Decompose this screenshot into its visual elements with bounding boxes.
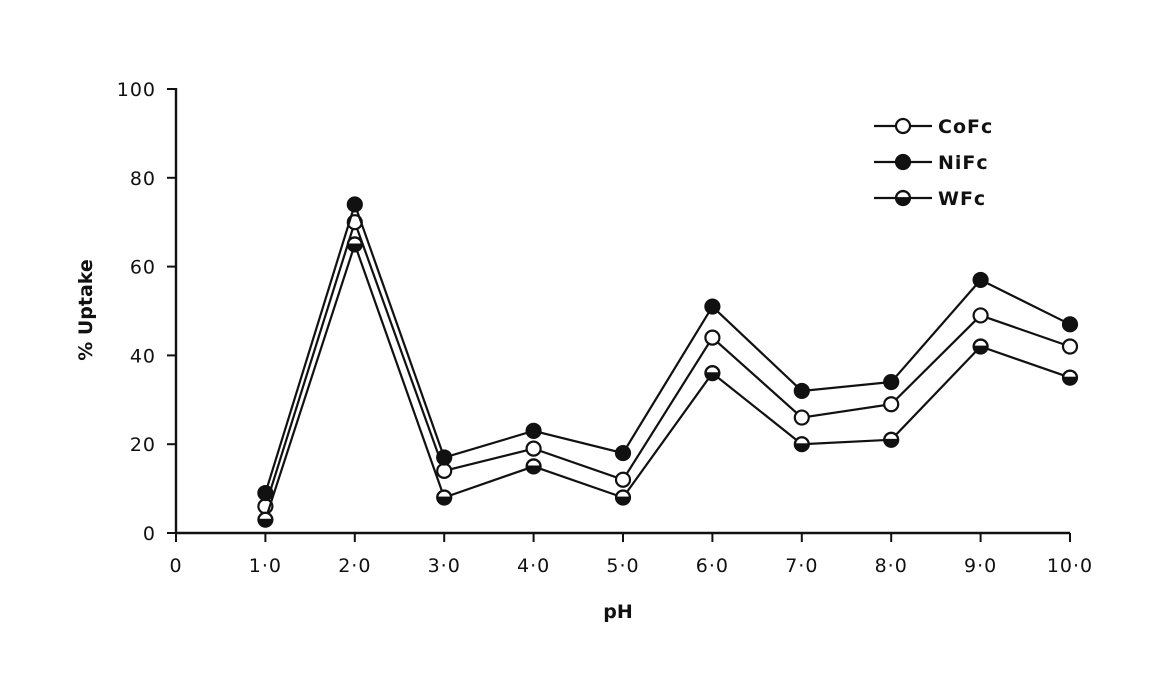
y-tick-label: 20 bbox=[130, 434, 156, 456]
legend-marker-cofc bbox=[894, 117, 912, 135]
series-wfc bbox=[257, 236, 1079, 528]
y-tick-label: 0 bbox=[143, 523, 156, 545]
legend-label-nifc: NiFc bbox=[938, 152, 989, 174]
data-point-nifc bbox=[883, 373, 900, 391]
data-point-cofc bbox=[793, 409, 810, 426]
data-point-nifc bbox=[793, 382, 810, 400]
data-point-wfc bbox=[704, 365, 721, 382]
data-point-nifc bbox=[257, 484, 274, 502]
y-tick-label: 40 bbox=[130, 345, 156, 367]
axes bbox=[174, 88, 1070, 535]
x-tick-label: 8·0 bbox=[875, 555, 908, 577]
x-tick-label: 1·0 bbox=[249, 555, 282, 577]
data-point-cofc bbox=[1061, 338, 1079, 355]
y-tick-label: 80 bbox=[130, 168, 156, 190]
data-point-cofc bbox=[704, 329, 721, 346]
data-point-cofc bbox=[972, 307, 989, 324]
y-axis-title: % Uptake bbox=[75, 259, 97, 361]
data-point-nifc bbox=[525, 422, 542, 439]
series-nifc bbox=[257, 196, 1079, 502]
data-point-nifc bbox=[436, 449, 453, 466]
legend-label-wfc: WFc bbox=[938, 188, 986, 210]
legend-marker-nifc bbox=[894, 153, 912, 171]
data-point-nifc bbox=[972, 271, 989, 289]
x-tick-label: 6·0 bbox=[696, 555, 729, 577]
legend-label-cofc: CoFc bbox=[938, 116, 993, 138]
data-point-cofc bbox=[614, 471, 632, 488]
data-point-wfc bbox=[257, 511, 274, 528]
data-point-wfc bbox=[436, 489, 453, 506]
y-tick-label: 60 bbox=[130, 257, 156, 279]
data-point-nifc bbox=[614, 444, 632, 462]
legend: CoFc NiFc WFc bbox=[874, 116, 993, 210]
x-tick-label: 2·0 bbox=[338, 555, 371, 577]
data-point-wfc bbox=[1061, 369, 1079, 386]
x-tick-label: 4·0 bbox=[517, 555, 550, 577]
x-tick-label: 7·0 bbox=[785, 555, 818, 577]
x-tick-label: 10·0 bbox=[1047, 555, 1093, 577]
data-point-cofc bbox=[883, 396, 900, 413]
series-line-nifc bbox=[264, 200, 1071, 494]
data-point-nifc bbox=[704, 298, 721, 315]
legend-marker-wfc bbox=[894, 189, 912, 207]
legend-item-nifc: NiFc bbox=[874, 152, 989, 174]
data-point-wfc bbox=[793, 436, 810, 453]
x-tick-label: 5·0 bbox=[606, 555, 639, 577]
x-tick-label: 0 bbox=[169, 555, 182, 577]
data-point-nifc bbox=[346, 196, 363, 213]
x-axis-title: pH bbox=[603, 601, 633, 623]
data-point-wfc bbox=[614, 489, 632, 506]
data-point-wfc bbox=[972, 338, 989, 355]
x-ticks: 0 1·0 2·0 3·0 4·0 5·0 6·0 7·0 8·0 9·0 10·0 bbox=[169, 533, 1093, 577]
data-point-wfc bbox=[525, 458, 542, 475]
data-point-cofc bbox=[525, 440, 542, 457]
x-tick-label: 3·0 bbox=[428, 555, 461, 577]
series-cofc bbox=[257, 214, 1079, 515]
series-line-cofc bbox=[264, 218, 1071, 507]
data-point-wfc bbox=[346, 236, 363, 253]
y-tick-label: 100 bbox=[117, 79, 156, 101]
legend-item-wfc: WFc bbox=[874, 188, 986, 210]
data-point-nifc bbox=[1061, 316, 1079, 333]
series-line-wfc bbox=[264, 240, 1071, 521]
y-ticks: 0 20 40 60 80 100 bbox=[117, 79, 176, 545]
series-layer bbox=[257, 196, 1079, 528]
legend-item-cofc: CoFc bbox=[874, 116, 993, 138]
data-point-wfc bbox=[883, 431, 900, 448]
x-tick-label: 9·0 bbox=[964, 555, 997, 577]
data-point-cofc bbox=[436, 462, 453, 479]
